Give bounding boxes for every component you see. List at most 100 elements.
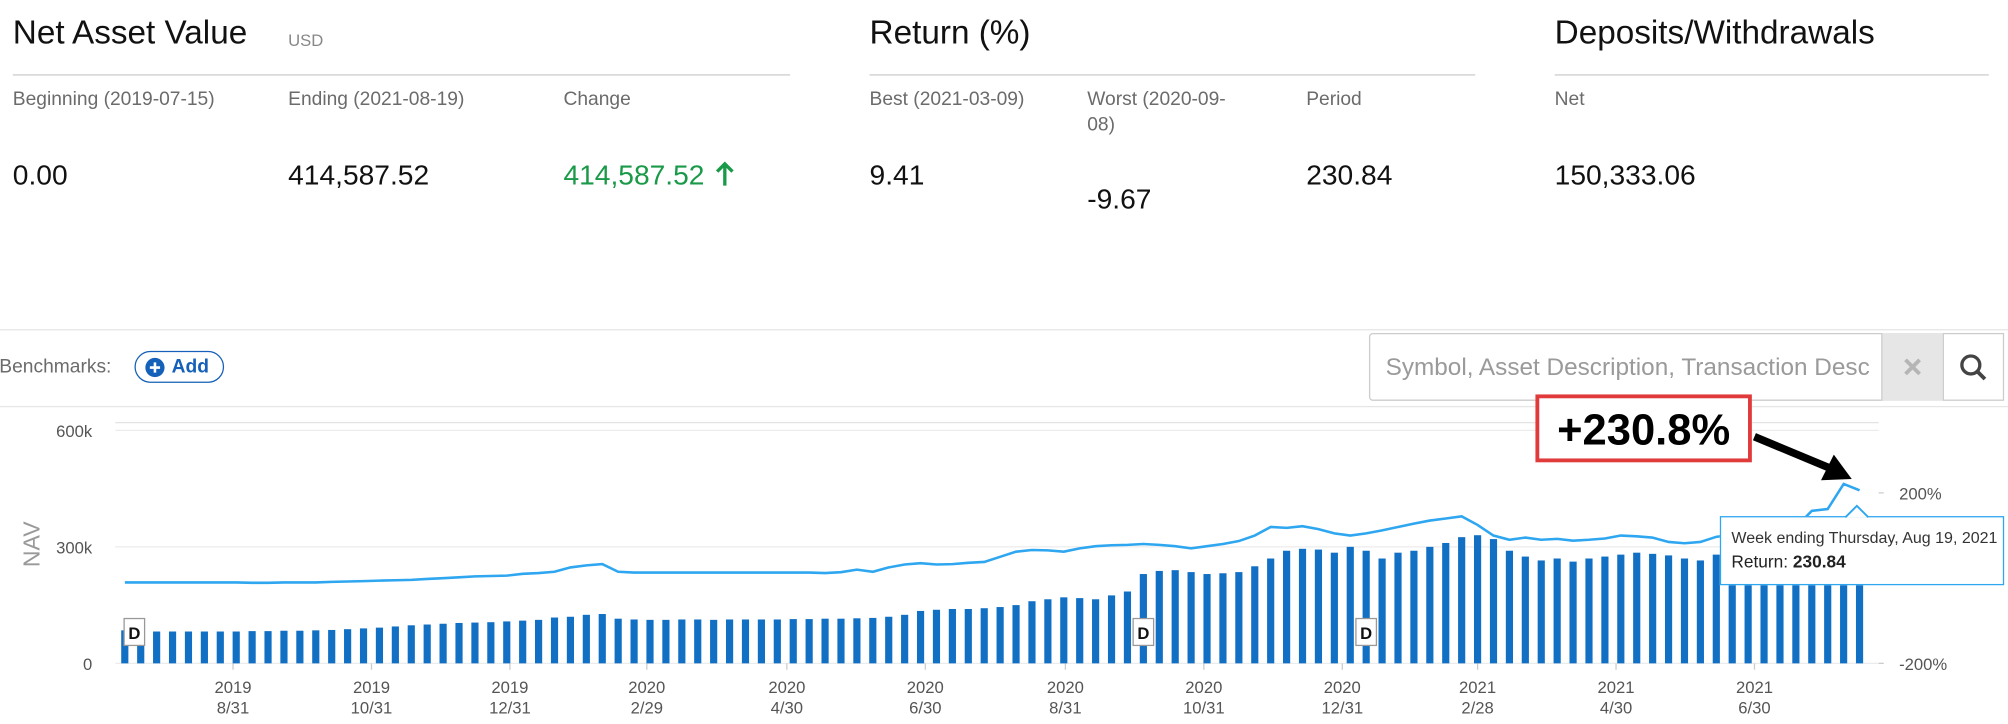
bar <box>328 629 336 664</box>
stat-value: 9.41 <box>869 158 925 191</box>
bar <box>1442 542 1450 664</box>
bar <box>550 617 559 664</box>
y-tick-label: 0 <box>83 655 92 674</box>
bar <box>948 608 956 664</box>
bar <box>1617 554 1625 664</box>
bar <box>1171 570 1179 664</box>
up-arrow <box>716 161 734 186</box>
search-input[interactable]: Symbol, Asset Description, Transaction D… <box>1368 332 1883 401</box>
stat-label: Net <box>1554 88 1585 111</box>
bar <box>1824 552 1832 664</box>
stat-value: 414,587.52 <box>288 158 430 191</box>
bar <box>535 619 543 664</box>
callout-text: +230.8% <box>1557 405 1731 455</box>
bar <box>1330 552 1338 664</box>
bar <box>1092 599 1100 664</box>
bar <box>1283 550 1291 664</box>
deposit-marker <box>1132 617 1155 647</box>
divider <box>1554 74 1989 76</box>
divider <box>0 405 2008 408</box>
clear-button[interactable] <box>1882 332 1943 401</box>
bar <box>916 610 925 664</box>
bar <box>1489 539 1498 664</box>
bar <box>932 609 941 664</box>
bar <box>1123 591 1132 664</box>
deposit-marker-label: D <box>1360 624 1372 643</box>
x-tick-label: 2021 6/30 <box>1735 677 1774 718</box>
bar <box>710 619 718 664</box>
search-button[interactable] <box>1942 332 2005 401</box>
bar <box>375 627 384 664</box>
stat-label: Worst (2020-09-08) <box>1087 88 1226 136</box>
bar <box>153 631 161 664</box>
deposit-marker-label: D <box>128 624 140 643</box>
bar <box>773 619 781 664</box>
stat-value: 414,587.52 <box>563 158 705 191</box>
bar <box>1521 556 1529 664</box>
bar <box>630 619 638 664</box>
bar <box>200 631 208 664</box>
divider <box>869 74 1476 76</box>
bar <box>741 619 750 664</box>
bar <box>1060 597 1068 664</box>
bar <box>359 628 368 664</box>
bar <box>1155 570 1163 664</box>
search-placeholder: Symbol, Asset Description, Transaction D… <box>1385 354 1870 382</box>
bar <box>837 618 845 664</box>
search-icon <box>1960 354 1987 381</box>
return-line <box>124 482 1861 585</box>
add-label: Add <box>171 356 209 378</box>
bar <box>1267 558 1275 664</box>
bar <box>901 614 909 664</box>
bar <box>232 631 240 664</box>
callout-box: +230.8% <box>1535 394 1752 463</box>
x-tick-label: 2021 2/28 <box>1459 677 1497 718</box>
x-tick-label: 2020 4/30 <box>768 677 806 718</box>
bar <box>1107 595 1116 664</box>
bar <box>1633 552 1641 664</box>
bar <box>1028 601 1036 664</box>
x-tick-label: 2020 6/30 <box>906 677 944 718</box>
bar <box>1251 566 1259 664</box>
bar <box>980 608 988 664</box>
bar <box>1394 552 1402 664</box>
bar <box>184 631 193 664</box>
bar <box>312 630 320 664</box>
bar <box>1203 574 1211 664</box>
bar <box>1410 550 1418 664</box>
bar <box>694 619 702 664</box>
benchmarks-label: Benchmarks: <box>0 356 112 378</box>
section-title: Deposits/Withdrawals <box>1554 12 1875 52</box>
bar <box>1792 555 1800 664</box>
bar <box>566 616 575 664</box>
bar <box>137 631 145 664</box>
bar <box>1585 558 1593 664</box>
bar <box>1187 572 1195 664</box>
bar <box>344 629 352 664</box>
y-axis-title: NAV <box>19 521 45 567</box>
stat-value: 150,333.06 <box>1554 158 1696 191</box>
bar <box>964 608 972 664</box>
bar <box>869 617 877 664</box>
bar <box>1840 553 1848 664</box>
bar <box>1346 546 1354 664</box>
clear-icon <box>1904 358 1921 376</box>
bar <box>1776 554 1784 664</box>
section-title: Return (%) <box>869 12 1031 52</box>
add-button[interactable]: Add <box>134 350 225 383</box>
bar <box>1473 535 1482 664</box>
bar <box>853 618 861 664</box>
bar <box>455 622 463 664</box>
bar <box>1808 553 1816 664</box>
bar <box>1664 555 1673 664</box>
bar <box>725 619 734 664</box>
divider <box>12 74 791 76</box>
bar <box>598 614 606 664</box>
bar <box>662 619 670 664</box>
bar <box>1855 554 1864 664</box>
bar <box>1219 573 1227 664</box>
stat-change: 414,587.52 <box>563 158 734 192</box>
stat-value: 230.84 <box>1306 158 1393 191</box>
bar <box>1076 598 1084 664</box>
